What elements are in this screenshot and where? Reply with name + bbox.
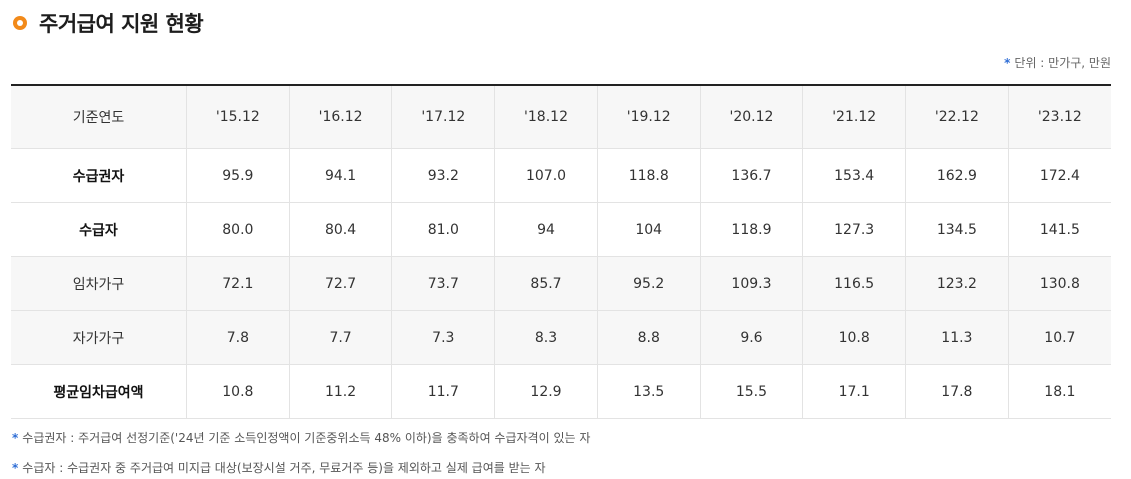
value-cell: 85.7 (494, 256, 598, 311)
value-cell: 95.2 (596, 256, 701, 311)
footnote: * 수급권자 : 주거급여 선정기준('24년 기준 소득인정액이 기준중위소득 … (12, 429, 590, 446)
value-cell: 11.7 (391, 364, 495, 419)
year-header-cell: '15.12 (186, 85, 290, 149)
value-cell: 162.9 (905, 148, 1009, 203)
year-header-cell: '16.12 (288, 85, 392, 149)
page-title: 주거급여 지원 현황 (39, 12, 204, 36)
value-cell: 7.7 (288, 310, 392, 365)
table-header-row: 기준연도 '15.12 '16.12 '17.12 '18.12 '19.12 … (11, 85, 1111, 149)
value-cell: 10.8 (186, 364, 290, 419)
value-cell: 93.2 (391, 148, 495, 203)
value-cell: 8.3 (494, 310, 598, 365)
footnote: * 수급자 : 수급권자 중 주거급여 미지급 대상(보장시설 거주, 무료거주 … (12, 459, 546, 476)
row-label-cell: 평균임차급여액 (11, 364, 187, 419)
value-cell: 17.1 (802, 364, 906, 419)
table-row: 평균임차급여액 10.8 11.2 11.7 12.9 13.5 15.5 17… (11, 364, 1111, 419)
row-label-cell: 자가가구 (11, 310, 187, 365)
value-cell: 11.2 (288, 364, 392, 419)
value-cell: 104 (596, 202, 701, 257)
unit-note-text: 단위 : 만가구, 만원 (1014, 56, 1111, 70)
year-header-cell: '21.12 (802, 85, 906, 149)
value-cell: 134.5 (905, 202, 1009, 257)
footnote-text: 수급자 : 수급권자 중 주거급여 미지급 대상(보장시설 거주, 무료거주 등… (22, 461, 546, 475)
value-cell: 118.8 (596, 148, 701, 203)
row-label-cell: 임차가구 (11, 256, 187, 311)
table-row: 임차가구 72.1 72.7 73.7 85.7 95.2 109.3 116.… (11, 256, 1111, 311)
year-header-cell: '22.12 (905, 85, 1009, 149)
value-cell: 136.7 (699, 148, 803, 203)
value-cell: 12.9 (494, 364, 598, 419)
value-cell: 72.7 (288, 256, 392, 311)
row-label-cell: 수급자 (11, 202, 187, 257)
title-bullet-icon (13, 16, 27, 30)
value-cell: 17.8 (905, 364, 1009, 419)
value-cell: 7.8 (186, 310, 290, 365)
row-label-cell: 수급권자 (11, 148, 187, 203)
value-cell: 107.0 (494, 148, 598, 203)
table-row: 수급자 80.0 80.4 81.0 94 104 118.9 127.3 13… (11, 202, 1111, 257)
value-cell: 8.8 (596, 310, 701, 365)
value-cell: 80.0 (186, 202, 290, 257)
value-cell: 9.6 (699, 310, 803, 365)
value-cell: 18.1 (1007, 364, 1111, 419)
section-header: 주거급여 지원 현황 (13, 8, 204, 38)
value-cell: 81.0 (391, 202, 495, 257)
year-header-cell: '23.12 (1007, 85, 1111, 149)
value-cell: 13.5 (596, 364, 701, 419)
value-cell: 94.1 (288, 148, 392, 203)
value-cell: 73.7 (391, 256, 495, 311)
value-cell: 95.9 (186, 148, 290, 203)
value-cell: 72.1 (186, 256, 290, 311)
year-header-cell: '17.12 (391, 85, 495, 149)
value-cell: 15.5 (699, 364, 803, 419)
unit-note-marker: * (1004, 56, 1011, 70)
value-cell: 153.4 (802, 148, 906, 203)
header-label-cell: 기준연도 (11, 85, 187, 149)
footnote-text: 수급권자 : 주거급여 선정기준('24년 기준 소득인정액이 기준중위소득 4… (22, 431, 591, 445)
table-row: 수급권자 95.9 94.1 93.2 107.0 118.8 136.7 15… (11, 148, 1111, 203)
value-cell: 116.5 (802, 256, 906, 311)
housing-benefit-table: 기준연도 '15.12 '16.12 '17.12 '18.12 '19.12 … (11, 84, 1111, 419)
table-row: 자가가구 7.8 7.7 7.3 8.3 8.8 9.6 10.8 11.3 1… (11, 310, 1111, 365)
value-cell: 7.3 (391, 310, 495, 365)
value-cell: 118.9 (699, 202, 803, 257)
value-cell: 10.8 (802, 310, 906, 365)
value-cell: 127.3 (802, 202, 906, 257)
year-header-cell: '18.12 (494, 85, 598, 149)
year-header-cell: '20.12 (699, 85, 803, 149)
value-cell: 123.2 (905, 256, 1009, 311)
value-cell: 130.8 (1007, 256, 1111, 311)
value-cell: 109.3 (699, 256, 803, 311)
value-cell: 11.3 (905, 310, 1009, 365)
unit-note: * 단위 : 만가구, 만원 (1004, 54, 1111, 71)
footnote-marker: * (12, 461, 19, 475)
value-cell: 172.4 (1007, 148, 1111, 203)
value-cell: 10.7 (1007, 310, 1111, 365)
value-cell: 80.4 (288, 202, 392, 257)
value-cell: 94 (494, 202, 598, 257)
year-header-cell: '19.12 (596, 85, 701, 149)
footnote-marker: * (12, 431, 19, 445)
value-cell: 141.5 (1007, 202, 1111, 257)
